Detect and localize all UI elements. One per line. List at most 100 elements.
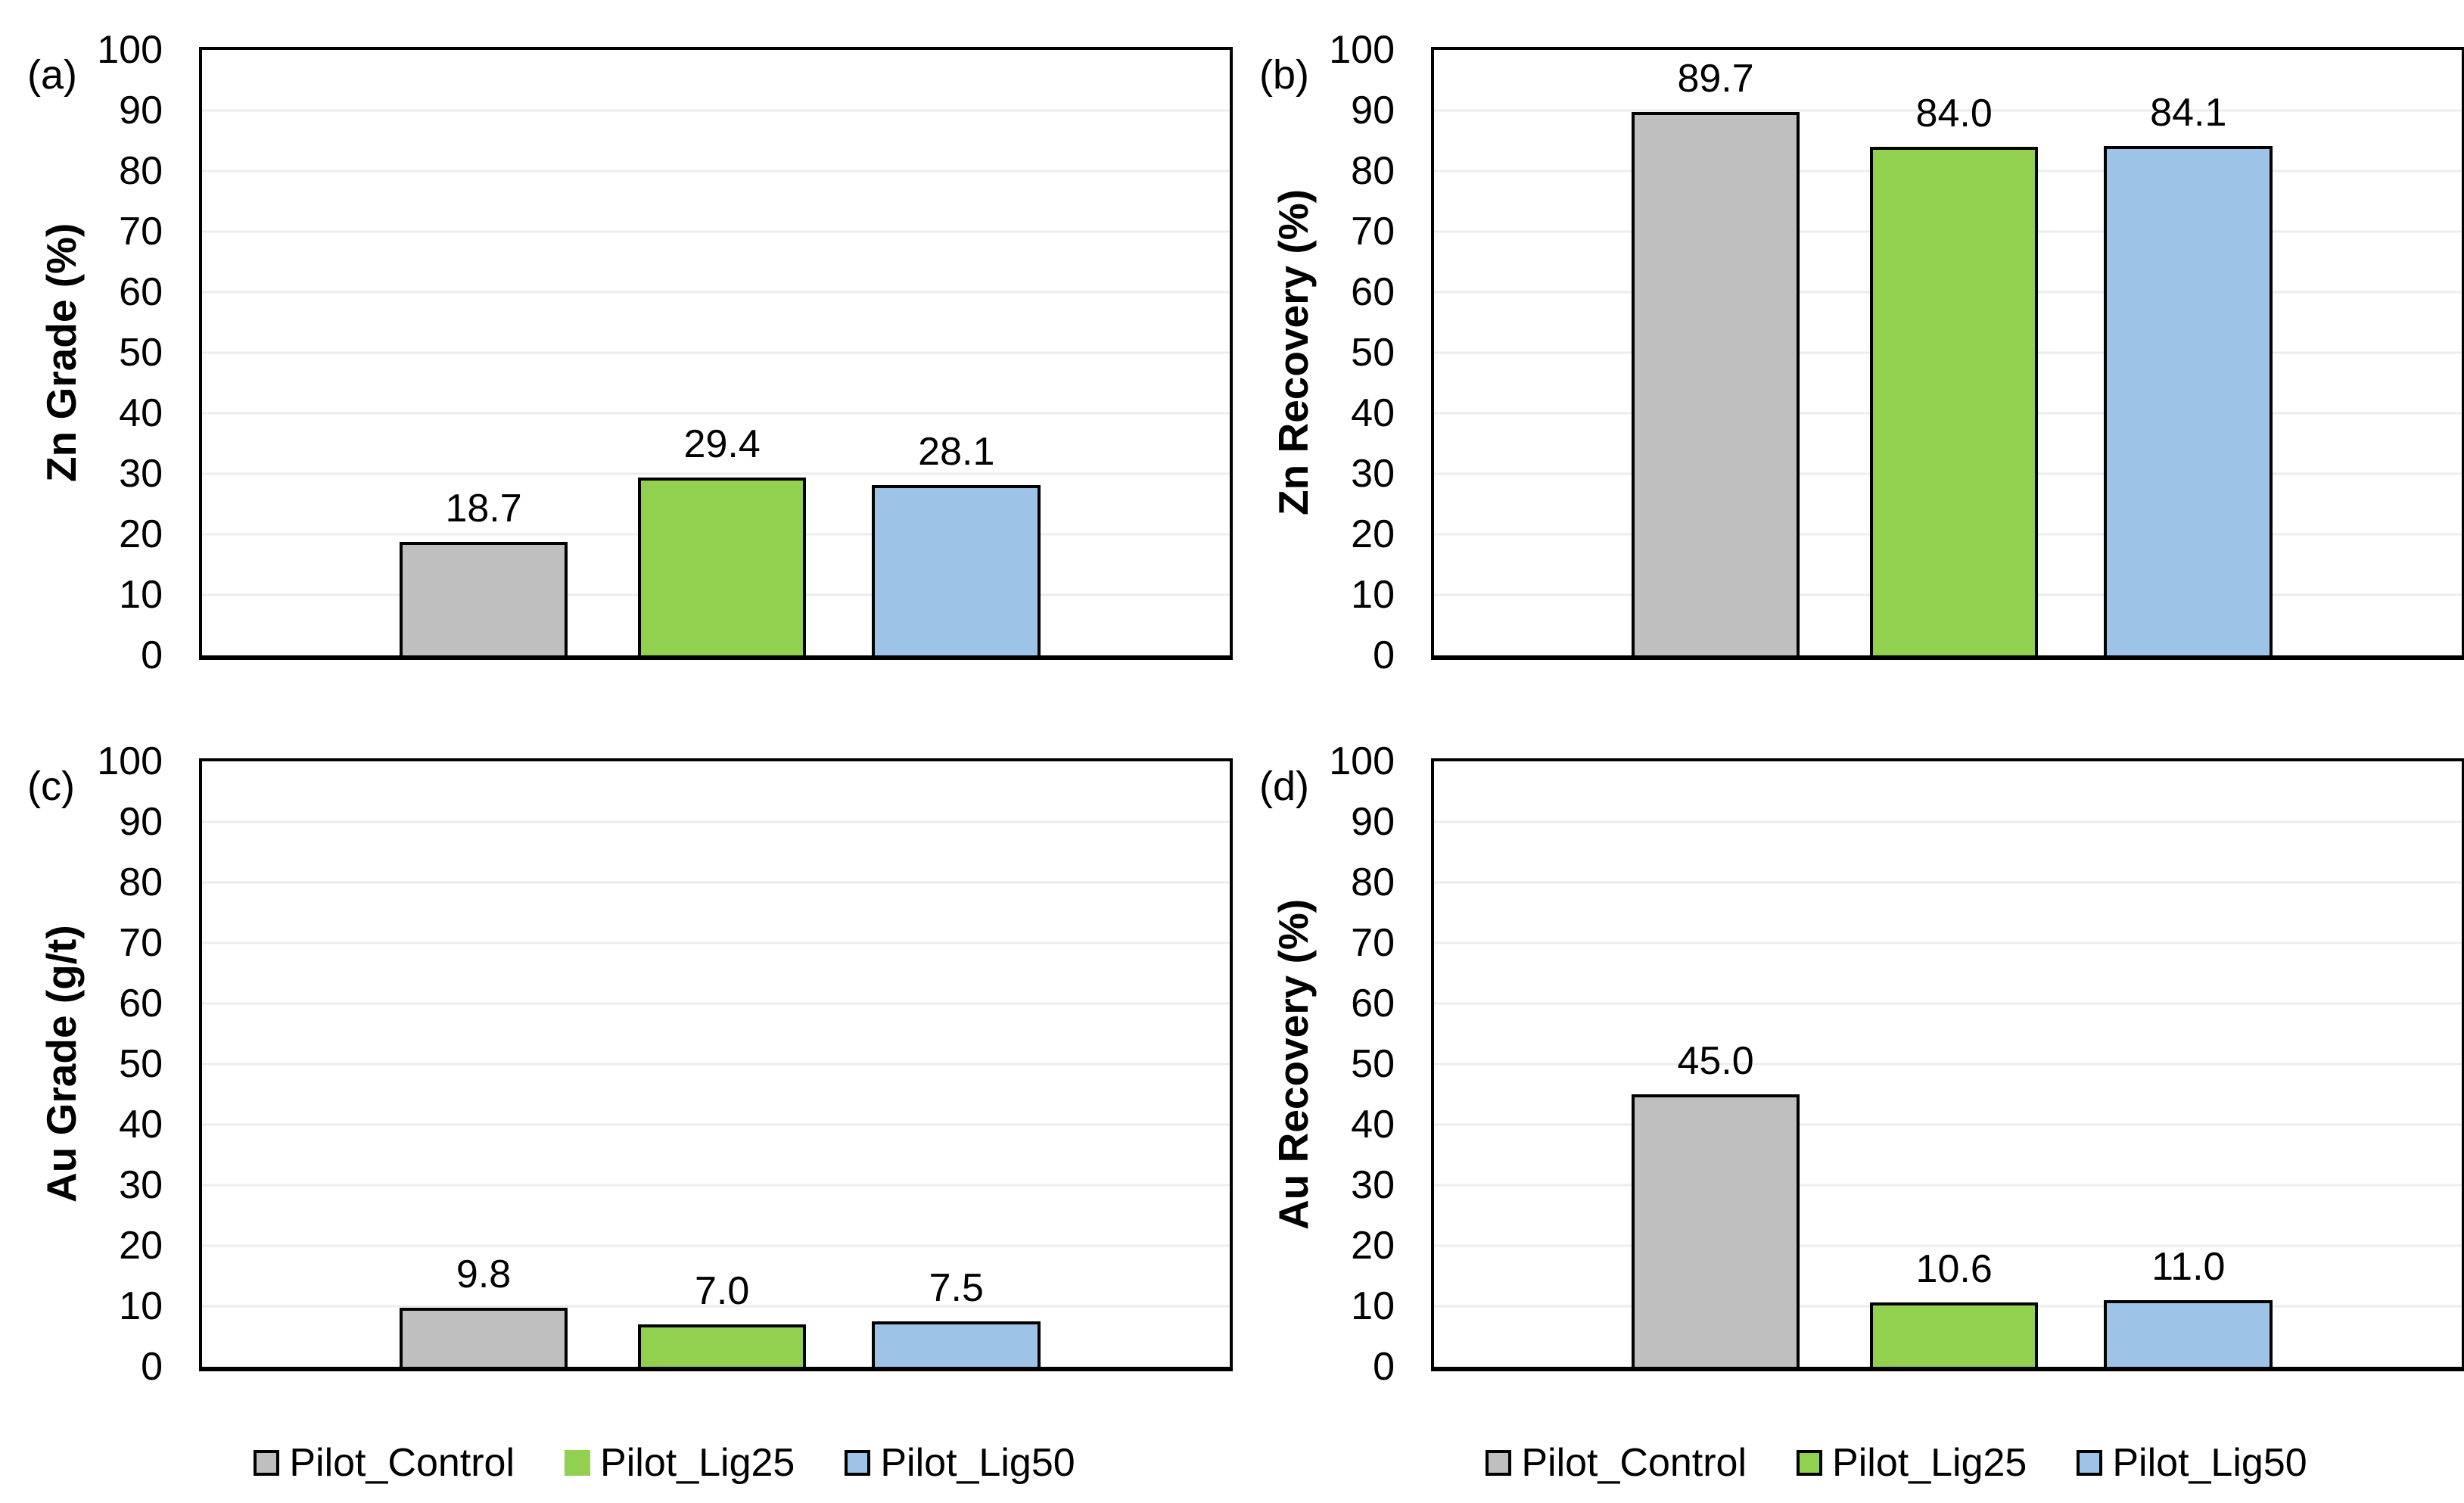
chart-panel-d: (d) Au Recovery (%) 0 10 20 30 40 50 60 70 80 90 100…	[1232, 711, 2464, 1423]
legend-left: Pilot_Control Pilot_Lig25 Pilot_Lig50	[48, 1423, 1280, 1503]
gridline	[1434, 820, 2462, 823]
plot-area: 89.7 84.0 84.1	[1431, 47, 2464, 660]
y-tick-label: 40	[119, 1103, 163, 1147]
panel-label: (b)	[1259, 52, 1309, 98]
bar-value-label: 7.0	[694, 1269, 750, 1313]
legend-item-pilot-control: Pilot_Control	[254, 1443, 515, 1483]
gridline	[202, 291, 1230, 294]
y-tick-label: 0	[141, 1345, 163, 1389]
y-tick-label: 60	[1351, 270, 1395, 314]
legend-label: Pilot_Control	[1521, 1441, 1747, 1485]
y-tick-label: 20	[1351, 1224, 1395, 1268]
bar-value-label: 84.0	[1915, 92, 1993, 135]
y-tick-label: 10	[119, 1284, 163, 1328]
gridline	[1434, 1184, 2462, 1187]
plot-area: 45.0 10.6 11.0	[1431, 758, 2464, 1371]
legend-item-pilot-lig25: Pilot_Lig25	[1797, 1443, 2027, 1483]
figure-column-left: (a) Zn Grade (%) 0 10 20 30 40 50 60 70 80 90 100 18.…	[0, 0, 1233, 1483]
bar-pilot-control	[1631, 1094, 1800, 1367]
gridline	[1434, 1244, 2462, 1247]
chart-panel-a: (a) Zn Grade (%) 0 10 20 30 40 50 60 70 80 90 100 18.…	[0, 0, 1233, 711]
y-tick-label: 30	[1351, 1163, 1395, 1207]
y-tick-label: 0	[1373, 1345, 1395, 1389]
y-tick-label: 90	[119, 89, 163, 132]
y-tick-label: 100	[97, 739, 163, 783]
bar-value-label: 28.1	[918, 430, 995, 475]
y-tick-label: 30	[1351, 452, 1395, 496]
y-tick-label: 90	[119, 800, 163, 844]
y-tick-label: 10	[1351, 573, 1395, 617]
legend-item-pilot-lig25: Pilot_Lig25	[565, 1443, 795, 1483]
plot-area: 9.8 7.0 7.5	[199, 758, 1233, 1371]
bar-pilot-control	[1631, 112, 1800, 655]
gridline	[202, 472, 1230, 475]
bar-value-label: 10.6	[1915, 1247, 1993, 1292]
gridline	[202, 820, 1230, 823]
y-tick-label: 80	[1351, 149, 1395, 193]
gridline	[1434, 881, 2462, 884]
y-axis-ticks: 0 10 20 30 40 50 60 70 80 90 100	[1232, 742, 1395, 1386]
y-tick-label: 90	[1351, 800, 1395, 844]
y-tick-label: 30	[119, 1163, 163, 1207]
legend-right: Pilot_Control Pilot_Lig25 Pilot_Lig50	[1280, 1423, 2464, 1503]
y-tick-label: 80	[1351, 860, 1395, 904]
gridline	[202, 412, 1230, 415]
gridline	[202, 230, 1230, 233]
bar-value-label: 11.0	[2151, 1245, 2226, 1289]
panel-label: (d)	[1259, 764, 1309, 809]
y-axis-ticks: 0 10 20 30 40 50 60 70 80 90 100	[0, 30, 163, 675]
gridline	[1434, 1063, 2462, 1066]
bar-pilot-control	[399, 1307, 568, 1367]
legend-item-pilot-lig50: Pilot_Lig50	[845, 1443, 1075, 1483]
legend-swatch-icon	[845, 1450, 871, 1476]
y-tick-label: 0	[141, 633, 163, 677]
bar-value-label: 29.4	[683, 422, 761, 466]
legend-label: Pilot_Lig50	[2112, 1441, 2307, 1485]
y-tick-label: 100	[1329, 739, 1395, 783]
y-tick-label: 100	[97, 28, 163, 72]
bar-pilot-lig50	[872, 1321, 1041, 1367]
gridline	[202, 1063, 1230, 1066]
bar-pilot-lig25	[1869, 147, 2039, 655]
bar-value-label: 45.0	[1677, 1039, 1754, 1083]
legend-swatch-icon	[1486, 1450, 1512, 1476]
gridline	[202, 1244, 1230, 1247]
legend-swatch-icon	[2077, 1450, 2103, 1476]
bar-pilot-lig25	[637, 477, 807, 655]
bar-value-label: 84.1	[2150, 91, 2227, 135]
chart-panel-c: (c) Au Grade (g/t) 0 10 20 30 40 50 60 70 80 90 100 9…	[0, 711, 1233, 1423]
y-tick-label: 70	[119, 210, 163, 254]
gridline	[202, 170, 1230, 173]
bar-pilot-control	[399, 542, 568, 655]
gridline	[202, 941, 1230, 944]
y-tick-label: 70	[1351, 210, 1395, 254]
y-tick-label: 20	[119, 1224, 163, 1268]
gridline	[1434, 1123, 2462, 1126]
gridline	[202, 1002, 1230, 1005]
gridline	[202, 1123, 1230, 1126]
bar-value-label: 18.7	[445, 487, 522, 531]
plot-area: 18.7 29.4 28.1	[199, 47, 1233, 660]
y-tick-label: 100	[1329, 28, 1395, 72]
y-axis-ticks: 0 10 20 30 40 50 60 70 80 90 100	[1232, 30, 1395, 675]
y-tick-label: 60	[119, 982, 163, 1025]
legend-item-pilot-lig50: Pilot_Lig50	[2077, 1443, 2307, 1483]
y-tick-label: 0	[1373, 633, 1395, 677]
bar-value-label: 7.5	[929, 1266, 984, 1310]
bar-pilot-lig25	[1869, 1302, 2039, 1367]
bar-value-label: 89.7	[1677, 57, 1754, 101]
panel-label: (c)	[27, 764, 75, 809]
legend-label: Pilot_Lig50	[880, 1441, 1075, 1485]
y-tick-label: 60	[119, 270, 163, 314]
gridline	[1434, 109, 2462, 112]
y-tick-label: 60	[1351, 982, 1395, 1025]
y-tick-label: 30	[119, 452, 163, 496]
gridline	[202, 881, 1230, 884]
bar-value-label: 9.8	[456, 1252, 512, 1296]
legend-label: Pilot_Control	[289, 1441, 515, 1485]
legend-swatch-icon	[254, 1450, 280, 1476]
bar-pilot-lig50	[872, 485, 1041, 655]
y-tick-label: 20	[119, 512, 163, 556]
bar-pilot-lig50	[2104, 146, 2273, 655]
y-tick-label: 50	[119, 331, 163, 375]
